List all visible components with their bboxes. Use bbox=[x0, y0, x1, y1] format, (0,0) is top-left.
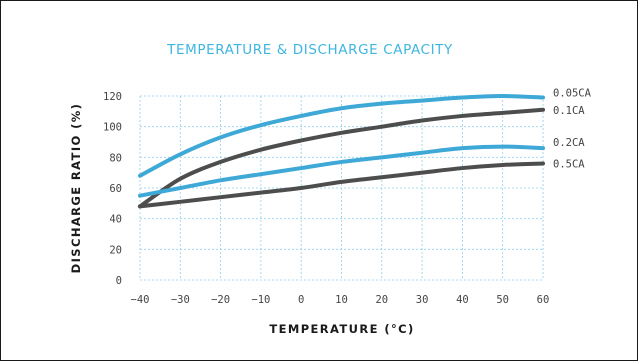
x-tick-label: 10 bbox=[335, 294, 348, 306]
y-tick-label: 20 bbox=[109, 244, 122, 256]
x-tick-label: 20 bbox=[375, 294, 388, 306]
chart-title: TEMPERATURE & DISCHARGE CAPACITY bbox=[166, 42, 453, 58]
series-label-005ca: 0.05CA bbox=[553, 88, 592, 100]
x-tick-label: 40 bbox=[456, 294, 469, 306]
x-tick-label: −40 bbox=[131, 294, 150, 306]
grid-layer bbox=[139, 95, 544, 281]
y-tick-label: 80 bbox=[109, 152, 122, 164]
series-line-05ca bbox=[138, 161, 545, 209]
y-axis-label: DISCHARGE RATIO (%) bbox=[69, 103, 83, 274]
x-tick-label: 50 bbox=[496, 294, 509, 306]
series-label-01ca: 0.1CA bbox=[553, 105, 585, 117]
series-label-02ca: 0.2CA bbox=[553, 137, 585, 149]
y-tick-label: 0 bbox=[116, 275, 122, 287]
x-tick-label: −20 bbox=[211, 294, 230, 306]
x-tick-labels: −40 −30 −20 −10 0 10 20 30 40 50 60 bbox=[131, 294, 550, 306]
series-labels: 0.05CA 0.1CA 0.2CA 0.5CA bbox=[553, 88, 592, 171]
series-label-05ca: 0.5CA bbox=[553, 158, 585, 170]
series-line-01ca bbox=[138, 107, 545, 209]
x-tick-label: −10 bbox=[251, 294, 270, 306]
y-tick-label: 60 bbox=[109, 183, 122, 195]
x-tick-label: 60 bbox=[537, 294, 550, 306]
x-tick-label: 0 bbox=[298, 294, 304, 306]
x-axis-label: TEMPERATURE (°C) bbox=[269, 322, 414, 336]
series-lines bbox=[138, 94, 545, 209]
y-tick-label: 120 bbox=[103, 91, 122, 103]
series-line-005ca bbox=[138, 94, 545, 178]
y-tick-label: 40 bbox=[109, 214, 122, 226]
x-tick-label: −30 bbox=[171, 294, 190, 306]
y-tick-labels: 0 20 40 60 80 100 120 bbox=[103, 91, 122, 287]
x-tick-label: 30 bbox=[416, 294, 429, 306]
series-line-02ca bbox=[138, 144, 545, 198]
y-tick-label: 100 bbox=[103, 122, 122, 134]
